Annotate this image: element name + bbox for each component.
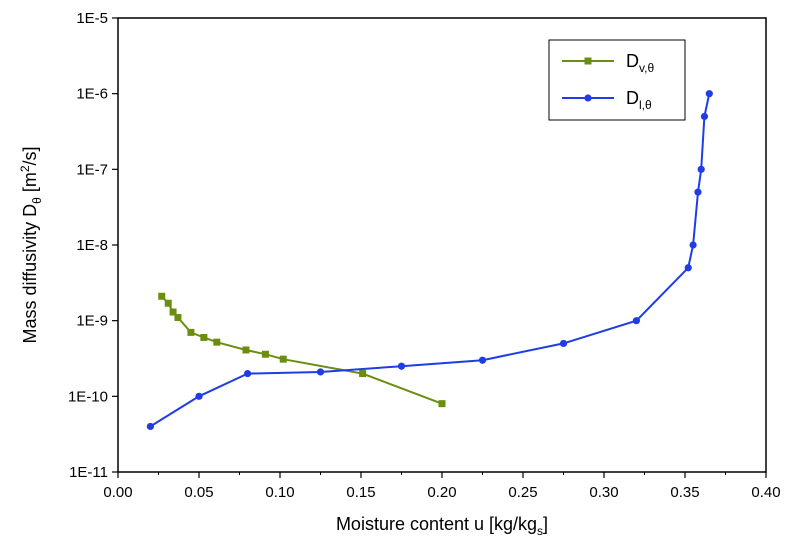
series-1-point: [244, 369, 252, 378]
series-0-point: [438, 400, 446, 408]
series-1-point: [697, 165, 705, 173]
series-1-point: [146, 422, 154, 431]
series-layer: [146, 90, 713, 431]
legend-marker-vapor: [584, 57, 592, 65]
series-1-point: [694, 188, 702, 196]
x-tick-label: 0.35: [670, 484, 699, 501]
series-1-point: [705, 90, 713, 98]
legend-label-vapor: Dv,θ: [626, 51, 654, 75]
y-tick-label: 1E-11: [69, 464, 108, 481]
series-0-line: [160, 295, 443, 405]
x-tick-label: 0.00: [103, 484, 132, 501]
y-tick-label: 1E-9: [76, 313, 108, 330]
series-0-point: [158, 292, 166, 300]
x-axis-title-sub: s: [537, 524, 543, 538]
series-1-point: [684, 264, 692, 272]
legend-label-liquid-sub: l,θ: [639, 98, 652, 112]
y-axis-title-sup: 2: [18, 165, 32, 172]
legend: Dv,θ Dl,θ: [548, 39, 686, 121]
legend-label-liquid: Dl,θ: [626, 88, 652, 112]
y-axis-title-sub: θ: [30, 197, 44, 204]
y-axis-title-mid: [m: [20, 172, 40, 197]
y-tick-label: 1E-5: [76, 10, 108, 27]
y-tick-label: 1E-8: [76, 237, 108, 254]
y-axis-ticks: 1E-11 1E-10 1E-9 1E-8 1E-7 1E-6 1E-5: [68, 10, 118, 481]
legend-box: [548, 39, 686, 121]
series-0-point: [169, 308, 177, 316]
series-1-point: [700, 112, 709, 121]
x-tick-label: 0.30: [589, 484, 618, 501]
series-1-line: [149, 93, 711, 428]
y-axis-title: Mass diffusivity Dθ [m2/s]: [18, 146, 44, 343]
x-axis-title: Moisture content u [kg/kgs]: [336, 514, 548, 538]
series-0-point: [279, 355, 287, 363]
x-axis-title-close: ]: [543, 514, 548, 534]
series-1-point: [397, 362, 406, 370]
series-1-point: [559, 339, 568, 348]
legend-label-vapor-main: D: [626, 51, 639, 71]
x-tick-label: 0.40: [751, 484, 780, 501]
series-1-point: [316, 368, 325, 376]
x-tick-label: 0.10: [265, 484, 294, 501]
legend-marker-liquid: [584, 94, 592, 102]
series-1-point: [632, 317, 641, 325]
x-tick-label: 0.20: [427, 484, 456, 501]
series-0-point: [213, 338, 221, 346]
x-tick-label: 0.05: [184, 484, 213, 501]
x-axis-ticks: 0.00 0.05 0.10 0.15 0.20 0.25 0.30 0.35 0.40: [103, 472, 781, 501]
series-1-point: [478, 356, 487, 364]
legend-label-liquid-main: D: [626, 88, 639, 108]
y-tick-label: 1E-7: [76, 161, 108, 178]
legend-label-vapor-sub: v,θ: [639, 61, 654, 75]
series-0-point: [187, 328, 195, 336]
series-0-point: [359, 370, 367, 378]
series-0-point: [200, 333, 208, 341]
series-0-point: [261, 350, 269, 358]
series-0-point: [164, 299, 172, 307]
x-tick-label: 0.15: [346, 484, 375, 501]
x-axis-title-main: Moisture content u [kg/kg: [336, 514, 537, 534]
y-tick-label: 1E-10: [68, 388, 108, 405]
series-1-point: [195, 392, 203, 400]
series-1-point: [689, 241, 697, 249]
y-tick-label: 1E-6: [76, 86, 108, 103]
series-0-point: [174, 314, 182, 322]
y-axis-title-main: Mass diffusivity D: [20, 204, 40, 344]
series-0-point: [242, 346, 250, 354]
x-tick-label: 0.25: [508, 484, 537, 501]
y-axis-title-end: /s]: [20, 146, 40, 165]
